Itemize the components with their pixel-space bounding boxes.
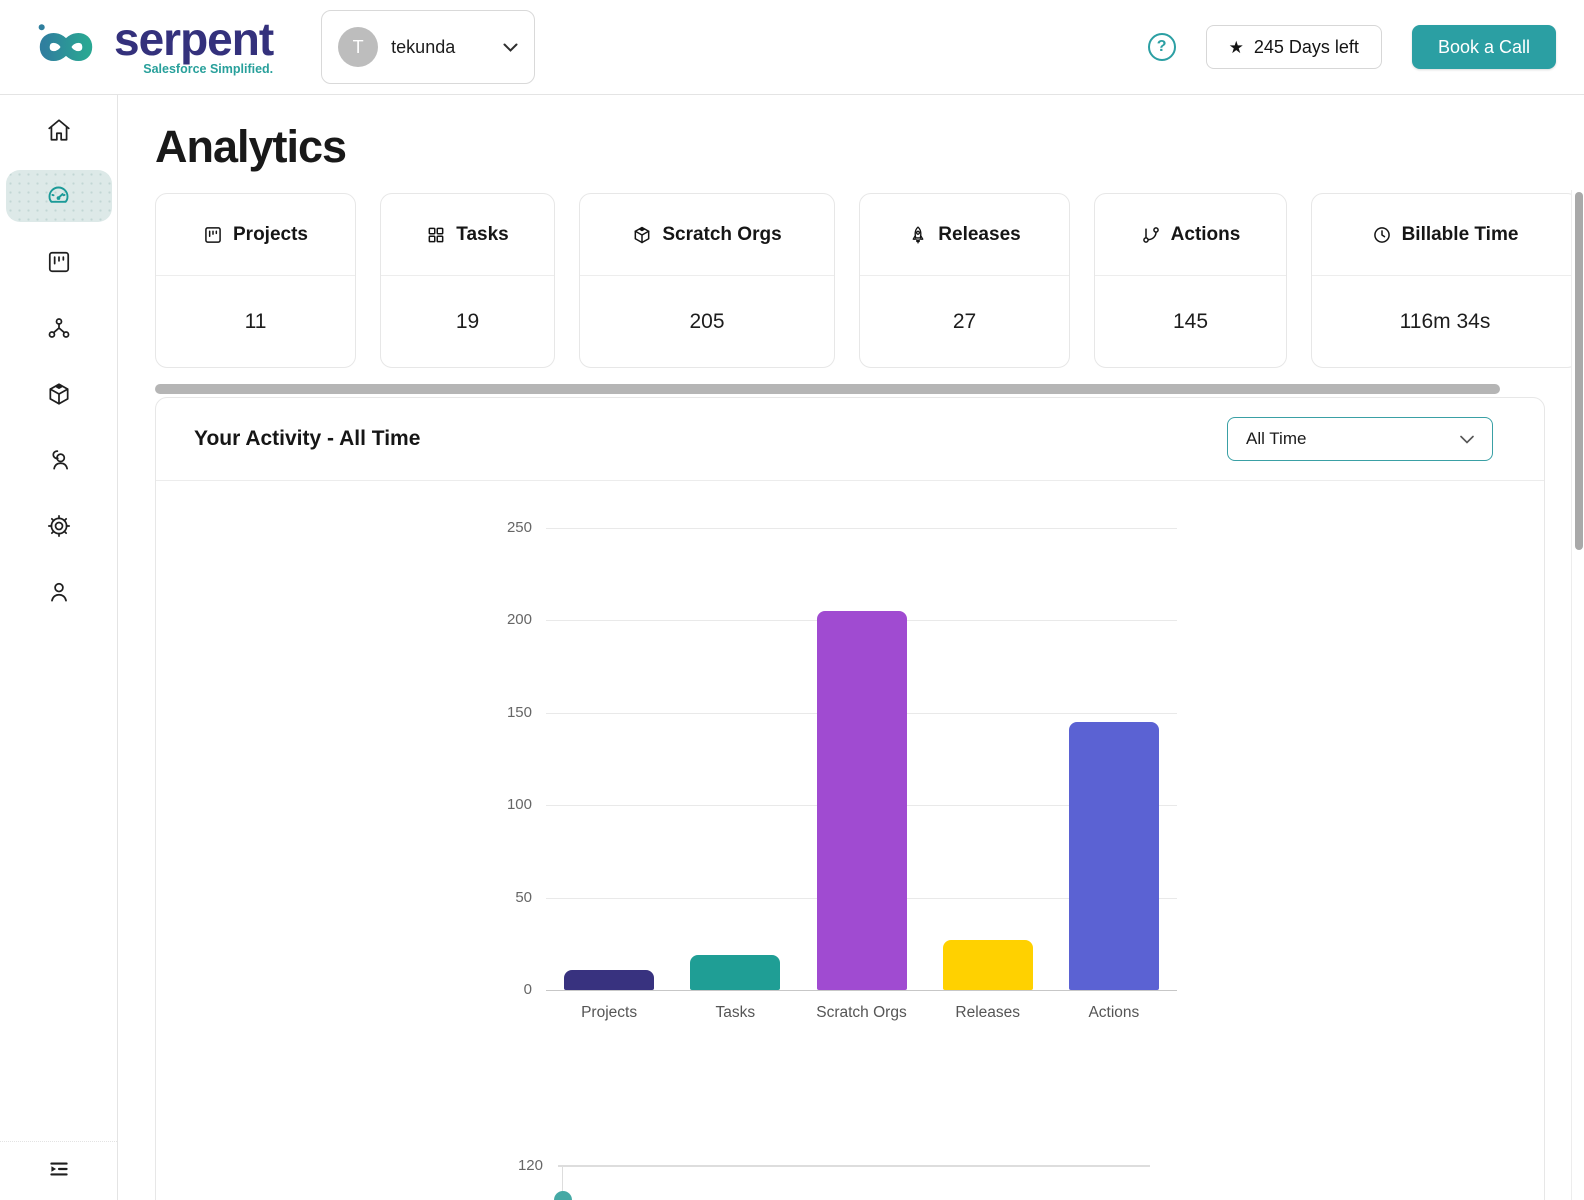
profile-icon — [50, 582, 67, 602]
brand-name: serpent — [114, 12, 274, 65]
app-header: serpent Salesforce Simplified. T tekunda… — [0, 0, 1584, 95]
kanban-board-icon — [205, 226, 221, 243]
gridline-250 — [546, 528, 1177, 529]
git-branch-icon — [1142, 226, 1159, 243]
x-category-label: Scratch Orgs — [816, 1004, 907, 1021]
stat-card-scratch-orgs[interactable]: Scratch Orgs 205 — [579, 193, 835, 368]
days-left-label: 245 Days left — [1253, 36, 1359, 57]
stats-row: Projects 11 Tasks 19 Scratch Orgs 205 — [155, 193, 1571, 368]
clock-icon — [1373, 226, 1390, 243]
users-icon — [51, 450, 68, 470]
time-range-value: All Time — [1246, 429, 1307, 448]
x-category-label: Tasks — [715, 1004, 756, 1021]
bar-projects[interactable] — [564, 969, 655, 990]
stat-value: 205 — [689, 309, 725, 333]
y-tick-label: 200 — [506, 611, 532, 629]
vertical-scrollbar-thumb[interactable] — [1575, 192, 1583, 550]
rocket-icon — [912, 225, 924, 243]
y-tick-label: 250 — [506, 519, 532, 536]
x-category-label: Releases — [955, 1004, 1020, 1021]
stat-value: 27 — [952, 309, 977, 333]
grid-icon — [428, 227, 444, 242]
stat-value: 116m 34s — [1399, 309, 1491, 333]
sidebar-item-home[interactable] — [6, 104, 112, 156]
collapse-sidebar-icon — [49, 1162, 68, 1176]
dashboard-gauge-icon — [48, 186, 69, 203]
bar-tasks[interactable] — [690, 954, 781, 990]
package-cube-icon — [634, 226, 650, 243]
stat-value: 19 — [455, 309, 480, 333]
second-chart-gridline — [558, 1165, 1150, 1167]
sidebar-footer — [0, 1141, 117, 1200]
sidebar-item-settings[interactable] — [6, 500, 112, 552]
sidebar-item-projects[interactable] — [6, 236, 112, 288]
book-a-call-button[interactable]: Book a Call — [1411, 25, 1556, 69]
stat-card-releases[interactable]: Releases 27 — [859, 193, 1070, 368]
y-tick-label: 150 — [506, 703, 532, 721]
vertical-scrollbar-track — [1571, 190, 1584, 1200]
sidebar-item-dashboard[interactable] — [5, 170, 112, 222]
avatar: T — [338, 27, 379, 67]
main-content: Analytics Projects 11 Tasks 19 — [118, 95, 1584, 1200]
stat-label: Billable Time — [1401, 223, 1519, 245]
username: tekunda — [391, 36, 456, 57]
stat-value: 145 — [1172, 309, 1209, 333]
stat-card-actions[interactable]: Actions 145 — [1094, 193, 1287, 368]
user-menu-dropdown[interactable]: T tekunda — [321, 10, 536, 84]
kanban-board-icon — [48, 251, 69, 273]
bar-scratch-orgs[interactable] — [816, 611, 907, 990]
bar-releases[interactable] — [942, 940, 1033, 990]
help-icon[interactable]: ? — [1147, 33, 1176, 61]
time-range-select[interactable]: All Time — [1227, 417, 1493, 461]
package-cube-icon — [48, 383, 69, 405]
gridline-0 — [546, 990, 1177, 991]
stat-card-tasks[interactable]: Tasks 19 — [380, 193, 555, 368]
second-chart-data-point — [554, 1191, 572, 1200]
sidebar-item-scratch-orgs[interactable] — [6, 368, 112, 420]
sidebar-nav — [0, 95, 118, 1200]
star-icon: ★ — [1228, 37, 1244, 57]
x-category-label: Actions — [1088, 1004, 1140, 1021]
days-left-button[interactable]: ★ 245 Days left — [1205, 25, 1382, 69]
horizontal-scrollbar-thumb[interactable] — [155, 384, 1500, 394]
brand-logo: serpent Salesforce Simplified. — [28, 12, 274, 78]
bar-actions[interactable] — [1068, 722, 1159, 990]
stat-label: Scratch Orgs — [662, 223, 782, 245]
sidebar-item-profile[interactable] — [6, 566, 112, 618]
y-tick-label: 100 — [506, 796, 532, 814]
activity-chart-area: 0 50 100 150 200 250 Projects Tasks Scratch Orgs… — [156, 480, 1544, 1200]
second-chart-crosshair-line — [562, 1167, 563, 1195]
chevron-down-icon — [503, 43, 518, 52]
settings-gear-icon — [47, 514, 70, 538]
serpent-infinity-logo-icon — [28, 16, 104, 78]
stat-value: 11 — [244, 309, 267, 333]
collapse-sidebar-button[interactable] — [46, 1156, 72, 1182]
brand-tagline: Salesforce Simplified. — [143, 62, 274, 77]
page-title: Analytics — [155, 121, 347, 172]
hierarchy-icon — [48, 318, 69, 338]
chevron-down-icon — [1460, 435, 1474, 444]
activity-card: Your Activity - All Time All Time 0 50 100… — [155, 397, 1545, 1200]
stat-label: Tasks — [456, 223, 509, 245]
home-icon — [47, 119, 70, 141]
sidebar-item-team[interactable] — [6, 434, 112, 486]
y-tick-label: 0 — [523, 981, 532, 998]
stat-label: Projects — [233, 223, 308, 245]
sidebar-item-pipelines[interactable] — [6, 302, 112, 354]
x-category-label: Projects — [581, 1004, 638, 1021]
stat-label: Actions — [1170, 223, 1241, 245]
y-tick-label: 50 — [515, 888, 532, 906]
stat-card-billable-time[interactable]: Billable Time 116m 34s — [1311, 193, 1571, 368]
activity-bar-chart: 0 50 100 150 200 250 Projects Tasks Scratch Orgs… — [507, 519, 1177, 1021]
stat-label: Releases — [938, 223, 1021, 245]
second-chart-y-tick: 120 — [517, 1157, 543, 1174]
stat-card-projects[interactable]: Projects 11 — [155, 193, 356, 368]
activity-title: Your Activity - All Time — [194, 427, 421, 450]
